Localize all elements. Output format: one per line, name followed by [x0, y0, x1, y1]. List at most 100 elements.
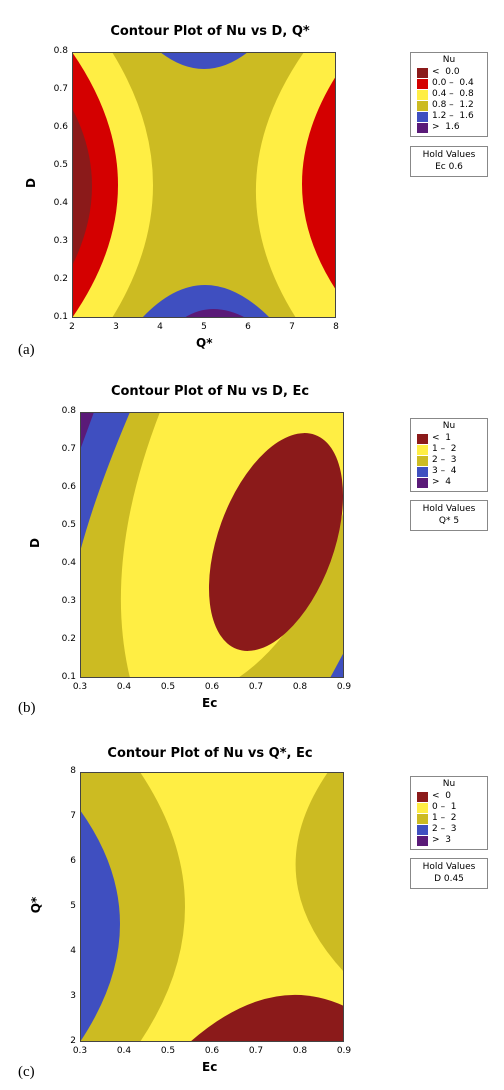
- legend-swatch: [417, 433, 428, 444]
- legend-entry: 2 – 3: [411, 824, 487, 835]
- x-tick-label: 8: [333, 322, 339, 332]
- legend-entry: < 0.0: [411, 67, 487, 78]
- legend-label: < 0.0: [432, 67, 460, 77]
- hold-values-title: Hold Values: [422, 504, 476, 514]
- hold-values-title: Hold Values: [422, 150, 476, 160]
- x-tick-label: 0.3: [72, 1046, 88, 1056]
- x-tick-label: 0.7: [248, 1046, 264, 1056]
- contour-region-purple-corner: [80, 412, 94, 450]
- legend-swatch: [417, 835, 428, 846]
- y-tick-label: 0.6: [53, 122, 68, 132]
- y-tick-label: 0.4: [53, 198, 68, 208]
- legend-entry: < 1: [411, 433, 487, 444]
- legend-swatch: [417, 824, 428, 835]
- contour-panel-a: Contour Plot of Nu vs D, Q* 0.8 0.7 0.6 …: [0, 0, 504, 360]
- chart-title: Contour Plot of Nu vs Q*, Ec: [107, 746, 313, 761]
- y-tick-label: 2: [70, 1036, 76, 1046]
- y-tick-label: 0.8: [53, 46, 68, 56]
- hold-values-box: Hold Values D 0.45: [410, 858, 488, 889]
- panel-label: (b): [18, 700, 36, 716]
- legend-entry: < 0: [411, 791, 487, 802]
- y-tick-label: 7: [70, 811, 76, 821]
- contour-region-gold-right: [295, 772, 344, 972]
- panel-label: (a): [18, 342, 35, 358]
- legend-entry: 0.0 – 0.4: [411, 78, 487, 89]
- hold-values-box: Hold Values Ec 0.6: [410, 146, 488, 177]
- x-axis-label: Q*: [196, 336, 213, 350]
- legend-label: 2 – 3: [432, 824, 457, 834]
- x-tick-label: 4: [157, 322, 163, 332]
- legend-entry: 0 – 1: [411, 802, 487, 813]
- contour-plot-area: [72, 52, 336, 318]
- y-tick-label: 6: [70, 856, 76, 866]
- legend-swatch: [417, 67, 428, 78]
- x-tick-label: 0.7: [248, 682, 264, 692]
- y-tick-label: 0.5: [61, 520, 76, 530]
- contour-region-blue-top: [160, 52, 248, 69]
- contour-plot-area: [80, 772, 344, 1042]
- contour-region-purple-bottom: [184, 309, 246, 318]
- legend-swatch: [417, 791, 428, 802]
- legend-swatch: [417, 100, 428, 111]
- legend-label: 3 – 4: [432, 466, 457, 476]
- legend-swatch: [417, 466, 428, 477]
- x-tick-label: 3: [113, 322, 119, 332]
- y-tick-label: 0.4: [61, 558, 76, 568]
- y-tick-label: 5: [70, 901, 76, 911]
- legend-entry: 2 – 3: [411, 455, 487, 466]
- legend-title: Nu: [442, 55, 456, 65]
- legend-swatch: [417, 89, 428, 100]
- hold-values-title: Hold Values: [422, 862, 476, 872]
- legend-entry: > 3: [411, 835, 487, 846]
- y-tick-label: 0.8: [61, 406, 76, 416]
- x-tick-label: 0.4: [116, 682, 132, 692]
- y-axis-label: D: [27, 538, 42, 548]
- x-tick-label: 0.6: [204, 1046, 220, 1056]
- contour-region-blue-left: [80, 810, 120, 1042]
- legend-entry: 3 – 4: [411, 466, 487, 477]
- chart-title: Contour Plot of Nu vs D, Q*: [110, 24, 310, 39]
- y-tick-label: 0.7: [61, 444, 76, 454]
- x-tick-label: 0.8: [292, 682, 308, 692]
- y-tick-label: 4: [70, 946, 76, 956]
- legend-entry: > 4: [411, 477, 487, 488]
- legend-title: Nu: [442, 421, 456, 431]
- y-tick-label: 3: [70, 991, 76, 1001]
- x-tick-label: 7: [289, 322, 295, 332]
- y-tick-label: 0.7: [53, 84, 68, 94]
- legend-label: 0 – 1: [432, 802, 457, 812]
- legend-label: 0.4 – 0.8: [432, 89, 474, 99]
- contour-region-darkred: [208, 433, 344, 651]
- legend-swatch: [417, 111, 428, 122]
- y-tick-label: 0.2: [53, 274, 68, 284]
- x-tick-label: 0.8: [292, 1046, 308, 1056]
- legend-swatch: [417, 813, 428, 824]
- x-axis-label: Ec: [202, 1060, 218, 1074]
- legend-label: < 0: [432, 791, 451, 801]
- chart-title: Contour Plot of Nu vs D, Ec: [110, 384, 310, 399]
- legend-label: 2 – 3: [432, 455, 457, 465]
- legend-swatch: [417, 122, 428, 133]
- contour-region-red-right: [302, 76, 336, 290]
- contour-region-darkred-bottom: [190, 994, 344, 1042]
- x-axis-label: Ec: [202, 696, 218, 710]
- hold-values-value: Q* 5: [438, 516, 460, 526]
- legend-label: < 1: [432, 433, 451, 443]
- y-axis-label: D: [23, 178, 38, 188]
- x-tick-label: 0.3: [72, 682, 88, 692]
- y-tick-label: 0.6: [61, 482, 76, 492]
- y-tick-label: 0.3: [53, 236, 68, 246]
- contour-panel-c: Contour Plot of Nu vs Q*, Ec 8 7 6 5 4 3…: [0, 720, 504, 1090]
- contour-region-red-left: [72, 52, 118, 318]
- legend-entry: 1 – 2: [411, 444, 487, 455]
- legend-entry: 1.2 – 1.6: [411, 111, 487, 122]
- legend: Nu < 1 1 – 2 2 – 3 3 – 4 > 4: [410, 418, 488, 492]
- legend-label: 1 – 2: [432, 444, 457, 454]
- legend-swatch: [417, 802, 428, 813]
- legend-swatch: [417, 455, 428, 466]
- x-tick-label: 0.5: [160, 682, 176, 692]
- legend-entry: 0.4 – 0.8: [411, 89, 487, 100]
- legend-label: > 3: [432, 835, 451, 845]
- legend-label: > 1.6: [432, 122, 460, 132]
- y-tick-label: 0.5: [53, 160, 68, 170]
